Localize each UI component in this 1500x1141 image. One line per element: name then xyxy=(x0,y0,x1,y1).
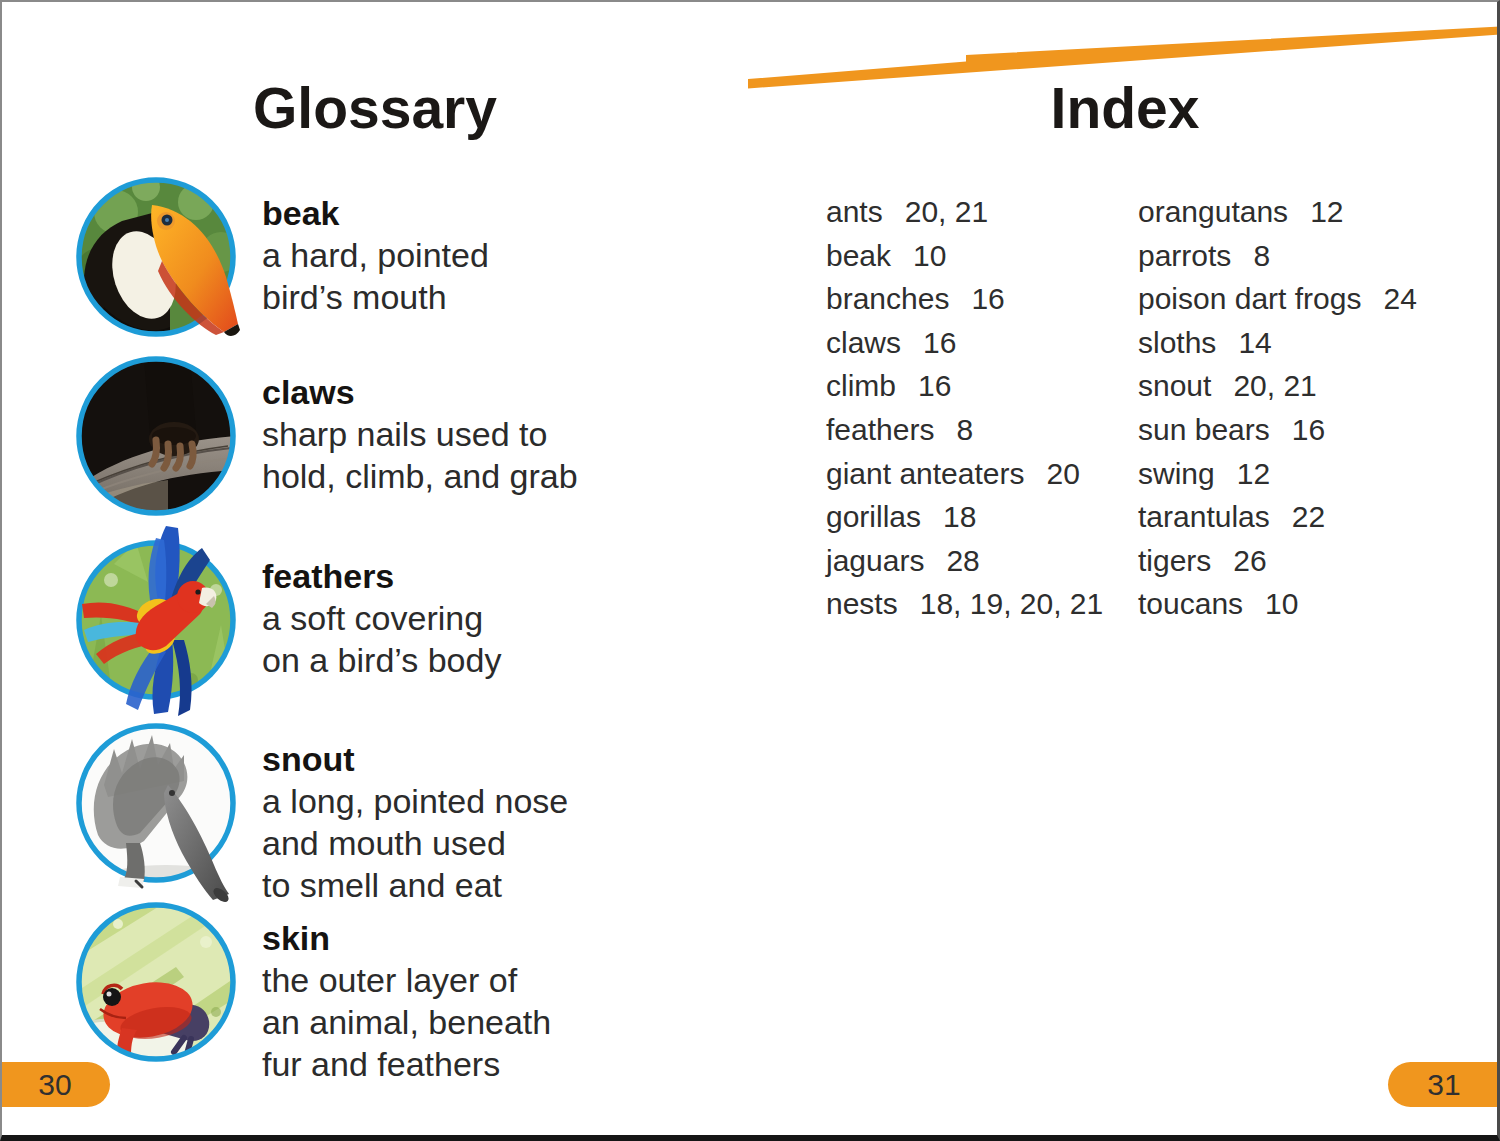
index-term: sloths xyxy=(1138,326,1216,359)
index-page-numbers: 24 xyxy=(1383,282,1416,315)
index-term: swing xyxy=(1138,457,1215,490)
index-term: snout xyxy=(1138,369,1211,402)
glossary-definition-line: the outer layer of xyxy=(262,959,551,1001)
index-entry-sun-bears: sun bears 16 xyxy=(1138,408,1417,452)
glossary-entry-text: clawssharp nails used tohold, climb, and… xyxy=(262,371,578,497)
page-number-left: 30 xyxy=(0,1062,110,1107)
glossary-term: feathers xyxy=(262,555,501,597)
index-term: feathers xyxy=(826,413,934,446)
index-term: nests xyxy=(826,587,898,620)
index-term: climb xyxy=(826,369,896,402)
index-page-numbers: 20 xyxy=(1046,457,1079,490)
glossary-definition-line: bird’s mouth xyxy=(262,276,489,318)
glossary-entry-snout: snouta long, pointed noseand mouth usedt… xyxy=(0,726,740,896)
index-entry-feathers: feathers 8 xyxy=(826,408,1103,452)
glossary-definition-line: sharp nails used to xyxy=(262,413,578,455)
index-entry-poison-dart-frogs: poison dart frogs 24 xyxy=(1138,277,1417,321)
index-entry-beak: beak 10 xyxy=(826,234,1103,278)
index-term: jaguars xyxy=(826,544,924,577)
index-page-numbers: 18 xyxy=(943,500,976,533)
glossary-definition-line: and mouth used xyxy=(262,822,568,864)
index-entry-ants: ants 20, 21 xyxy=(826,190,1103,234)
index-term: branches xyxy=(826,282,949,315)
frog-photo xyxy=(56,882,256,1082)
index-entry-toucans: toucans 10 xyxy=(1138,582,1417,626)
book-spread: Glossary Index beaka hard, poi xyxy=(0,0,1500,1141)
index-term: giant anteaters xyxy=(826,457,1024,490)
index-entry-nests: nests 18, 19, 20, 21 xyxy=(826,582,1103,626)
index-entry-gorillas: gorillas 18 xyxy=(826,495,1103,539)
index-page-numbers: 12 xyxy=(1310,195,1343,228)
index-entry-parrots: parrots 8 xyxy=(1138,234,1417,278)
index-term: beak xyxy=(826,239,891,272)
index-entry-giant-anteaters: giant anteaters 20 xyxy=(826,452,1103,496)
glossary-entry-text: feathersa soft coveringon a bird’s body xyxy=(262,555,501,681)
index-page-numbers: 16 xyxy=(1292,413,1325,446)
glossary-definition-line: fur and feathers xyxy=(262,1043,551,1085)
index-page-numbers: 16 xyxy=(971,282,1004,315)
index-page-numbers: 10 xyxy=(913,239,946,272)
monkey-hand-photo xyxy=(56,336,256,536)
glossary-definition-line: on a bird’s body xyxy=(262,639,501,681)
index-page-numbers: 20, 21 xyxy=(905,195,988,228)
index-term: tigers xyxy=(1138,544,1211,577)
index-page-numbers: 26 xyxy=(1233,544,1266,577)
index-entry-tigers: tigers 26 xyxy=(1138,539,1417,583)
index-page-numbers: 12 xyxy=(1237,457,1270,490)
glossary-entry-text: skinthe outer layer ofan animal, beneath… xyxy=(262,917,551,1085)
index-term: toucans xyxy=(1138,587,1243,620)
index-page-numbers: 14 xyxy=(1238,326,1271,359)
index-entry-tarantulas: tarantulas 22 xyxy=(1138,495,1417,539)
page-number-right: 31 xyxy=(1388,1062,1500,1107)
index-page-numbers: 16 xyxy=(918,369,951,402)
glossary-term: claws xyxy=(262,371,578,413)
index-term: parrots xyxy=(1138,239,1231,272)
index-page-numbers: 8 xyxy=(956,413,973,446)
glossary-term: beak xyxy=(262,192,489,234)
index-page-numbers: 10 xyxy=(1265,587,1298,620)
glossary-entry-text: snouta long, pointed noseand mouth usedt… xyxy=(262,738,568,906)
index-entry-orangutans: orangutans 12 xyxy=(1138,190,1417,234)
index-entry-jaguars: jaguars 28 xyxy=(826,539,1103,583)
index-term: gorillas xyxy=(826,500,921,533)
index-term: sun bears xyxy=(1138,413,1270,446)
glossary-definition-line: hold, climb, and grab xyxy=(262,455,578,497)
toucan-photo xyxy=(56,157,256,357)
index-page-numbers: 28 xyxy=(946,544,979,577)
glossary-entry-feathers: feathersa soft coveringon a bird’s body xyxy=(0,543,740,713)
glossary-definition-line: a hard, pointed xyxy=(262,234,489,276)
index-page-numbers: 18, 19, 20, 21 xyxy=(920,587,1104,620)
index-term: orangutans xyxy=(1138,195,1288,228)
index-entry-sloths: sloths 14 xyxy=(1138,321,1417,365)
index-entry-swing: swing 12 xyxy=(1138,452,1417,496)
glossary-term: skin xyxy=(262,917,551,959)
glossary-definition-line: a soft covering xyxy=(262,597,501,639)
index-page-numbers: 20, 21 xyxy=(1233,369,1316,402)
index-term: claws xyxy=(826,326,901,359)
glossary-entry-skin: skinthe outer layer ofan animal, beneath… xyxy=(0,905,740,1075)
index-page-numbers: 22 xyxy=(1292,500,1325,533)
glossary-definition-line: an animal, beneath xyxy=(262,1001,551,1043)
index-page-numbers: 8 xyxy=(1253,239,1270,272)
glossary-definition-line: a long, pointed nose xyxy=(262,780,568,822)
index-page-numbers: 16 xyxy=(923,326,956,359)
index-entry-snout: snout 20, 21 xyxy=(1138,364,1417,408)
index-column-right: orangutans 12 parrots 8 poison dart frogs 24 s… xyxy=(1138,190,1417,626)
index-term: poison dart frogs xyxy=(1138,282,1361,315)
glossary-entry-beak: beaka hard, pointedbird’s mouth xyxy=(0,180,740,350)
glossary-definition-line: to smell and eat xyxy=(262,864,568,906)
glossary-entry-claws: clawssharp nails used tohold, climb, and… xyxy=(0,359,740,529)
anteater-photo xyxy=(56,703,256,903)
index-entry-climb: climb 16 xyxy=(826,364,1103,408)
glossary-page-title: Glossary xyxy=(0,80,750,137)
index-term: ants xyxy=(826,195,883,228)
index-entry-branches: branches 16 xyxy=(826,277,1103,321)
index-page-title: Index xyxy=(750,80,1500,137)
index-entry-claws: claws 16 xyxy=(826,321,1103,365)
index-term: tarantulas xyxy=(1138,500,1270,533)
glossary-entry-text: beaka hard, pointedbird’s mouth xyxy=(262,192,489,318)
glossary-term: snout xyxy=(262,738,568,780)
index-column-left: ants 20, 21 beak 10 branches 16 claws 16 climb 16… xyxy=(826,190,1103,626)
macaw-photo xyxy=(56,520,256,720)
